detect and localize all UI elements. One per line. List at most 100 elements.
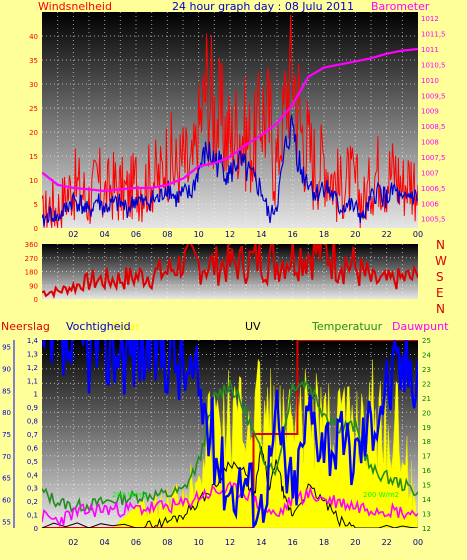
temp-y-tick: 13 bbox=[422, 511, 431, 519]
humidity-y-tick: 80 bbox=[2, 409, 11, 417]
rain-y-tick: 0,2 bbox=[27, 498, 38, 506]
baro-y-tick: 1008 bbox=[421, 139, 439, 147]
baro-y-tick: 1007 bbox=[421, 169, 439, 177]
rain-y-tick: 0,4 bbox=[27, 471, 39, 479]
rain-y-tick: 1,3 bbox=[27, 350, 38, 358]
weather-x-tick: 08 bbox=[162, 538, 172, 547]
wind-y-tick: 5 bbox=[34, 201, 38, 209]
rain-y-tick: 0 bbox=[34, 525, 38, 533]
solar-series bbox=[42, 358, 418, 528]
label-neerslag: Neerslag bbox=[1, 320, 50, 333]
wind-y-tick: 0 bbox=[34, 225, 38, 233]
temp-y-tick: 23 bbox=[422, 366, 431, 374]
header-right-label: Barometer bbox=[371, 0, 430, 13]
humidity-y-tick: 90 bbox=[2, 365, 11, 373]
baro-y-tick: 1005,5 bbox=[421, 216, 446, 224]
humidity-y-tick: 55 bbox=[2, 518, 11, 526]
direction-y-tick: 360 bbox=[25, 241, 38, 249]
rain-y-tick: 0,1 bbox=[27, 512, 38, 520]
wind-y-tick: 20 bbox=[29, 129, 38, 137]
baro-y-tick: 1006 bbox=[421, 200, 439, 208]
temp-y-tick: 17 bbox=[422, 453, 431, 461]
solar-annotation-1: 200 W/m2 bbox=[112, 491, 148, 499]
weather-x-tick: 16 bbox=[288, 538, 298, 547]
temp-y-tick: 15 bbox=[422, 482, 431, 490]
wind-x-tick: 16 bbox=[288, 230, 298, 239]
weather-x-tick: 10 bbox=[194, 538, 204, 547]
rain-y-tick: 1 bbox=[34, 391, 38, 399]
direction-letter-n2: N bbox=[436, 302, 445, 316]
wind-x-tick: 10 bbox=[194, 230, 204, 239]
weather-x-tick: 12 bbox=[225, 538, 235, 547]
direction-y-tick: 270 bbox=[25, 255, 38, 263]
wind-x-tick: 00 bbox=[413, 230, 423, 239]
wind-x-tick: 18 bbox=[319, 230, 329, 239]
wind-x-tick: 12 bbox=[225, 230, 235, 239]
temp-y-tick: 18 bbox=[422, 438, 431, 446]
wind-y-tick: 25 bbox=[29, 105, 38, 113]
rain-y-tick: 0,8 bbox=[27, 418, 38, 426]
wind-x-tick: 22 bbox=[382, 230, 392, 239]
weather-x-tick: 06 bbox=[131, 538, 141, 547]
wind-x-tick: 02 bbox=[68, 230, 78, 239]
baro-y-tick: 1011,5 bbox=[421, 31, 446, 39]
rain-series bbox=[42, 340, 418, 528]
chart-title: 24 hour graph day : 08 Julu 2011 bbox=[172, 0, 354, 13]
rain-y-tick: 1,2 bbox=[27, 364, 38, 372]
rain-y-tick: 1,4 bbox=[27, 337, 39, 345]
weather-x-tick: 20 bbox=[350, 538, 360, 547]
humidity-y-tick: 60 bbox=[2, 497, 11, 505]
label-dauwpunt: Dauwpunt bbox=[392, 320, 449, 333]
wind-y-tick: 40 bbox=[29, 33, 38, 41]
direction-y-tick: 180 bbox=[25, 269, 38, 277]
direction-y-tick: 90 bbox=[29, 282, 38, 290]
barometer-series bbox=[42, 47, 418, 193]
direction-y-tick: 0 bbox=[34, 296, 38, 304]
temp-y-tick: 21 bbox=[422, 395, 431, 403]
baro-y-tick: 1010,5 bbox=[421, 61, 446, 69]
direction-letter-s: S bbox=[436, 270, 444, 284]
rain-y-tick: 1,1 bbox=[27, 377, 38, 385]
windavg-series bbox=[42, 114, 418, 227]
humidity-y-tick: 65 bbox=[2, 475, 11, 483]
label-temperatuur: Temperatuur bbox=[311, 320, 383, 333]
baro-y-tick: 1007,5 bbox=[421, 154, 446, 162]
baro-y-tick: 1010 bbox=[421, 77, 439, 85]
header-left-label: Windsnelheid bbox=[38, 0, 112, 13]
temp-y-tick: 24 bbox=[422, 351, 431, 359]
direction-letter-w: W bbox=[435, 254, 447, 268]
rain-y-tick: 0,3 bbox=[27, 485, 38, 493]
humidity-series bbox=[42, 340, 418, 528]
baro-y-tick: 1006,5 bbox=[421, 185, 446, 193]
wind-x-tick: 08 bbox=[162, 230, 172, 239]
temp-y-tick: 14 bbox=[422, 496, 431, 504]
humidity-y-tick: 95 bbox=[2, 344, 11, 352]
direction-letter-n1: N bbox=[436, 238, 445, 252]
weather-x-tick: 00 bbox=[413, 538, 423, 547]
direction-letter-e: E bbox=[436, 286, 444, 300]
humidity-y-tick: 70 bbox=[2, 453, 11, 461]
baro-y-tick: 1009,5 bbox=[421, 92, 446, 100]
baro-y-tick: 1011 bbox=[421, 46, 439, 54]
windspeed-series bbox=[42, 14, 418, 228]
temperature-series bbox=[42, 378, 418, 514]
wind-y-tick: 35 bbox=[29, 57, 38, 65]
wind-x-tick: 20 bbox=[350, 230, 360, 239]
humidity-y-tick: 75 bbox=[2, 431, 11, 439]
temp-y-tick: 12 bbox=[422, 525, 431, 533]
wind-y-tick: 30 bbox=[29, 81, 38, 89]
baro-y-tick: 1012 bbox=[421, 15, 439, 23]
wind-x-tick: 14 bbox=[256, 230, 266, 239]
temp-y-tick: 20 bbox=[422, 409, 431, 417]
wind-x-tick: 04 bbox=[100, 230, 110, 239]
temp-y-tick: 19 bbox=[422, 424, 431, 432]
rain-y-tick: 0,9 bbox=[27, 404, 38, 412]
direction-series bbox=[42, 244, 418, 299]
temp-y-tick: 16 bbox=[422, 467, 431, 475]
wind-x-tick: 06 bbox=[131, 230, 141, 239]
solar-annotation-2: 200 W/m2 bbox=[363, 491, 399, 499]
weather-x-tick: 04 bbox=[100, 538, 110, 547]
weather-x-tick: 18 bbox=[319, 538, 329, 547]
temp-y-tick: 22 bbox=[422, 380, 431, 388]
temp-y-tick: 25 bbox=[422, 337, 431, 345]
